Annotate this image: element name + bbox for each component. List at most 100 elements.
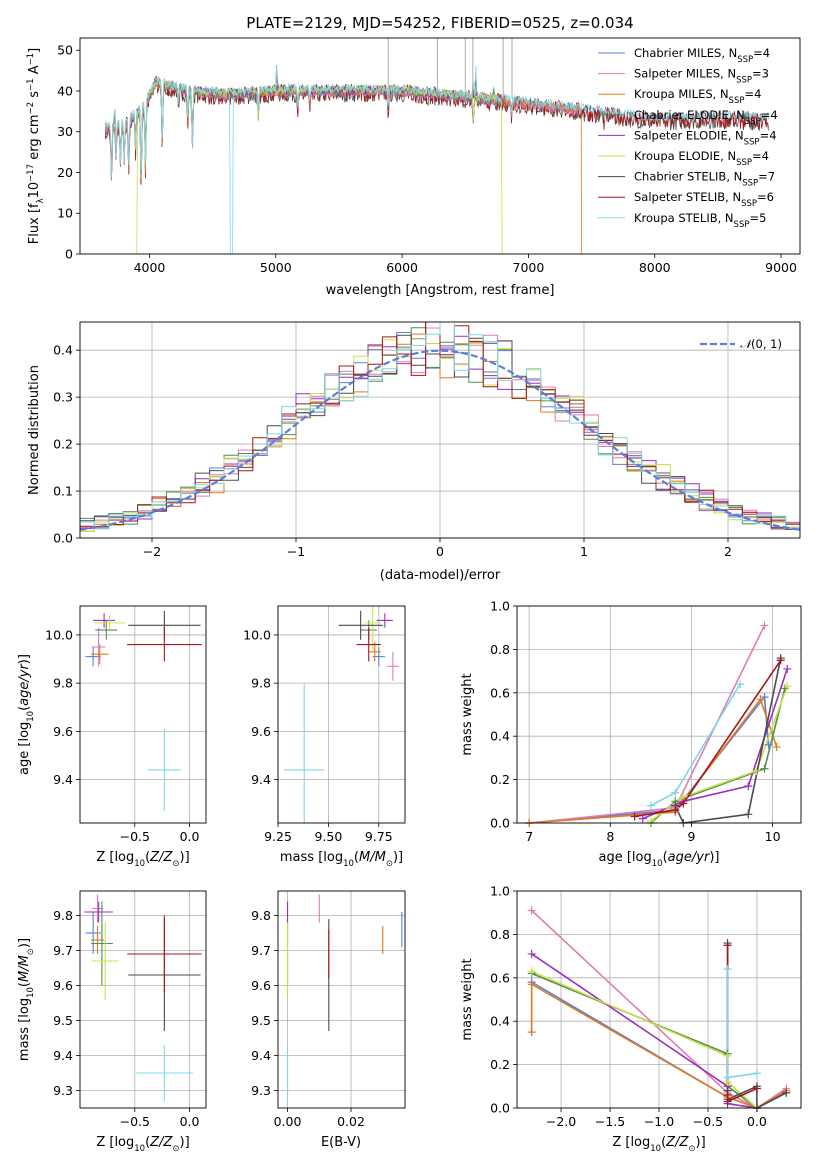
histogram-series-chabrier-stelib	[80, 334, 800, 530]
x-tick-label: 0.0	[747, 1114, 767, 1129]
weight-series-salpeter-stelib-marker	[671, 805, 680, 814]
weight-series-kroupa-elodie	[650, 686, 788, 822]
weight-series-kroupa-miles-marker	[527, 980, 536, 989]
histogram-series-kroupa-stelib	[80, 322, 800, 529]
x-axis-label: E(B-V)	[321, 1135, 361, 1150]
spectrum-series-kroupa-stelib	[104, 65, 769, 254]
weight-series-chabrier-miles	[529, 695, 770, 823]
legend: Chabrier MILES, NSSP=4 Salpeter MILES, NS…	[598, 46, 778, 230]
y-tick-label: 9.7	[251, 943, 271, 958]
weight-series-chabrier-stelib-marker	[782, 1088, 791, 1097]
legend-entry: Chabrier MILES, NSSP=4	[634, 46, 770, 65]
weight-series-salpeter-stelib-marker	[723, 1097, 732, 1106]
weight-series-chabrier-stelib	[674, 657, 782, 823]
histogram-series-salpeter-stelib	[80, 322, 800, 530]
y-tick-label: 0.8	[490, 927, 510, 942]
weight-series-salpeter-miles-marker	[760, 621, 769, 630]
x-tick-label: 0.0	[180, 1114, 200, 1129]
ticks: 7 8 9 10 0.0 0.2 0.4 0.6 0.8 1.0	[490, 599, 780, 845]
x-tick-label: 4000	[134, 260, 166, 275]
x-axis-label: Z [log10(Z/Z⊙)]	[96, 850, 189, 869]
y-tick-label: 0.2	[490, 1057, 510, 1072]
x-tick-label: 0.0	[180, 829, 200, 844]
legend-entry: Kroupa MILES, NSSP=4	[634, 87, 761, 106]
panel-mass-vs-EBV: 0.00 0.02 9.3 9.4 9.5 9.6 9.7 9.8 E(B-V)	[251, 890, 406, 1150]
x-tick-label: 9000	[765, 260, 797, 275]
weight-series-kroupa-elodie-marker	[527, 967, 536, 976]
y-tick-label: 9.3	[53, 1083, 73, 1098]
axes-frame	[516, 890, 802, 1109]
y-tick-label: 0.3	[53, 390, 73, 405]
ticks: −2 −1 0 1 2 0.0 0.1 0.2 0.3 0.4	[53, 343, 732, 559]
weight-series-chabrier-miles-marker	[764, 740, 773, 749]
x-axis-label: Z [log10(Z/Z⊙)]	[612, 1135, 705, 1154]
spectrum-series-kroupa-elodie	[136, 76, 504, 254]
legend-entry: Salpeter STELIB, NSSP=6	[634, 190, 774, 209]
x-tick-label: 0	[436, 544, 444, 559]
y-tick-label: 0.6	[490, 685, 510, 700]
ticks: 0.00 0.02 9.3 9.4 9.5 9.6 9.7 9.8	[251, 908, 365, 1129]
weight-series-salpeter-elodie-marker	[638, 814, 647, 823]
weight-series-kroupa-elodie-marker	[723, 1051, 732, 1060]
figure-title: PLATE=2129, MJD=54252, FIBERID=0525, z=0…	[246, 14, 633, 32]
weight-series-salpeter-stelib-marker	[679, 799, 688, 808]
x-tick-label: 10	[765, 829, 781, 844]
y-tick-label: 9.8	[251, 676, 271, 691]
axes-frame	[516, 605, 802, 824]
weight-series-kroupa-elodie-marker	[646, 816, 655, 825]
y-tick-label: 9.8	[251, 908, 271, 923]
plot-area	[85, 610, 202, 811]
x-tick-label: −0.5	[120, 1114, 150, 1129]
y-tick-label: 40	[57, 83, 73, 98]
weight-series-salpeter-miles	[529, 625, 766, 823]
y-axis-label: mass weight	[460, 958, 475, 1040]
x-tick-label: −2	[143, 544, 161, 559]
y-tick-label: 10	[57, 206, 73, 221]
y-axis-label: Normed distribution	[27, 365, 42, 495]
x-tick-label: 8	[606, 829, 614, 844]
axes-frame	[277, 605, 406, 824]
x-axis-label: Z [log10(Z/Z⊙)]	[96, 1135, 189, 1154]
weight-series-salpeter-stelib	[634, 659, 782, 818]
y-tick-label: 9.5	[251, 1013, 271, 1028]
weight-series-salpeter-miles-marker	[527, 906, 536, 915]
weight-series-salpeter-elodie	[531, 953, 758, 1108]
y-tick-label: 0.4	[490, 729, 510, 744]
x-tick-label: 9.25	[264, 829, 292, 844]
x-tick-label: 1	[580, 544, 588, 559]
weight-series-salpeter-elodie-marker	[744, 782, 753, 791]
legend-gauss-label: 𝒩(0, 1)	[740, 337, 782, 351]
x-tick-label: 7	[525, 829, 533, 844]
y-tick-label: 30	[57, 124, 73, 139]
x-tick-label: 9.50	[314, 829, 342, 844]
weight-series-kroupa-stelib-marker	[736, 680, 745, 689]
axes-frame	[79, 890, 207, 1109]
gaussian-curve	[80, 349, 800, 531]
axes-frame	[277, 890, 406, 1109]
x-tick-label: 2	[724, 544, 732, 559]
y-axis-label: age [log10(age/yr)]	[17, 654, 36, 775]
plot-area	[104, 38, 769, 254]
ticks: −0.5 0.0 9.4 9.6 9.8 10.0	[45, 627, 199, 844]
x-tick-label: 0.02	[337, 1114, 365, 1129]
ticks: −0.5 0.0 9.3 9.4 9.5 9.6 9.7 9.8	[53, 908, 199, 1129]
x-axis-label: wavelength [Angstrom, rest frame]	[326, 283, 555, 298]
x-tick-label: −0.5	[693, 1114, 723, 1129]
x-tick-label: 6000	[386, 260, 418, 275]
weight-series-chabrier-stelib-marker	[744, 810, 753, 819]
weight-series-kroupa-stelib-marker	[646, 801, 655, 810]
spectrum-series-salpeter-stelib	[105, 65, 769, 185]
weight-series-salpeter-miles	[531, 909, 787, 1108]
weight-series-kroupa-stelib-marker	[723, 965, 732, 974]
axes-frame	[79, 37, 801, 255]
spectrum-series-kroupa-miles	[104, 79, 582, 254]
panel-mass-vs-Z: −0.5 0.0 9.3 9.4 9.5 9.6 9.7 9.8 Z [log10(Z/Z⊙)]…	[17, 890, 207, 1154]
ticks: −2.0 −1.5 −1.0 −0.5 0.0 0.0 0.2 0.4 0.6 0.8 1.0	[490, 884, 767, 1130]
y-tick-label: 9.4	[251, 772, 271, 787]
x-axis-label: (data-model)/error	[380, 568, 501, 583]
y-tick-label: 9.8	[53, 908, 73, 923]
y-tick-label: 0.0	[53, 531, 73, 546]
y-tick-label: 0.8	[490, 642, 510, 657]
axes-frame	[79, 321, 801, 539]
y-tick-label: 0.4	[53, 343, 73, 358]
